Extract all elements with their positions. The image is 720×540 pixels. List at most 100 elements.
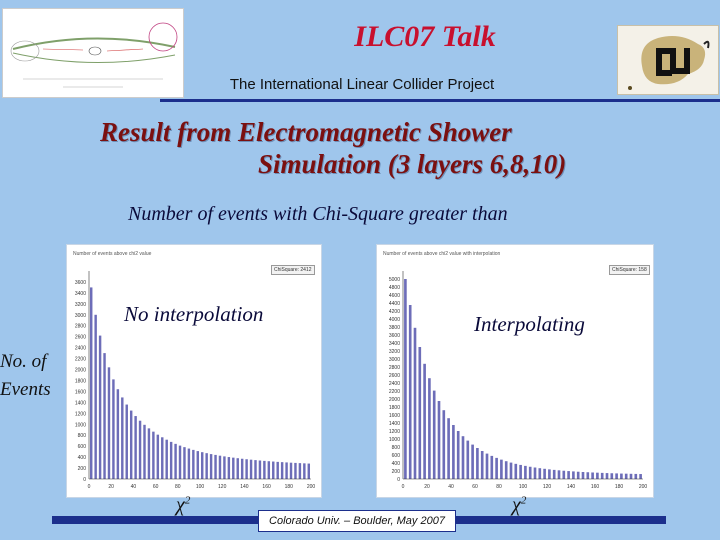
y-tick-label: 4800 xyxy=(389,285,400,291)
chart-bar xyxy=(639,474,642,479)
chart-bar xyxy=(294,462,297,479)
chart-bar xyxy=(437,401,441,479)
y-tick-label: 2800 xyxy=(75,324,86,330)
y-tick-label: 2600 xyxy=(389,373,400,379)
chart-panel-no-interpolation: Number of events above chi2 value ChiSqu… xyxy=(66,244,322,498)
chart-bar xyxy=(272,461,275,479)
chart-bar xyxy=(524,465,527,479)
histogram-no-interpolation: 0 20 40 60 80 100 120 140 160 180 2000200400600800… xyxy=(75,271,316,490)
heading-line-2: Simulation (3 layers 6,8,10) xyxy=(258,149,567,180)
y-tick-label: 4000 xyxy=(389,317,400,323)
chart-bar xyxy=(605,473,609,479)
chart-bar xyxy=(187,448,191,479)
chart-bar xyxy=(500,459,503,479)
chart-stat-box: ChiSquare: 158 xyxy=(609,265,650,275)
chart-bar xyxy=(214,454,217,479)
chart-bar xyxy=(129,410,133,479)
chart-bar xyxy=(581,472,585,479)
y-tick-label: 3000 xyxy=(75,313,86,319)
chart-bar xyxy=(121,397,124,479)
chart-bar xyxy=(267,461,271,479)
chart-bar xyxy=(461,436,465,479)
chart-bar xyxy=(432,390,436,479)
y-tick-label: 3400 xyxy=(75,291,86,297)
x-tick-label: 160 xyxy=(262,484,271,490)
chart-bar xyxy=(562,470,566,479)
y-tick-label: 4600 xyxy=(389,293,400,299)
heading-line-1: Result from Electromagnetic Shower xyxy=(100,117,512,147)
y-tick-label: 600 xyxy=(392,453,401,459)
chi-symbol: χ xyxy=(512,494,521,516)
chart-bar xyxy=(94,314,97,479)
x-tick-label: 0 xyxy=(88,484,91,490)
y-axis-label-line-1: No. of xyxy=(0,351,47,372)
chart-bar xyxy=(169,441,173,479)
x-tick-label: 20 xyxy=(108,484,114,490)
chart-bar xyxy=(452,425,455,479)
chart-bar xyxy=(471,444,474,479)
x-tick-label: 80 xyxy=(175,484,181,490)
chart-bar xyxy=(586,472,590,479)
x-tick-label: 60 xyxy=(153,484,159,490)
x-tick-label: 100 xyxy=(196,484,205,490)
x-tick-label: 180 xyxy=(615,484,624,490)
chart-bar xyxy=(89,287,93,479)
chart-bar xyxy=(423,363,426,479)
chart-bar xyxy=(236,458,239,479)
x-tick-label: 40 xyxy=(131,484,137,490)
x-tick-label: 140 xyxy=(240,484,249,490)
chart-bar xyxy=(572,471,575,479)
y-tick-label: 800 xyxy=(78,433,87,439)
y-tick-label: 3600 xyxy=(75,280,86,286)
chart-bar xyxy=(591,472,594,479)
slide-heading: Result from Electromagnetic Shower Simul… xyxy=(100,116,660,181)
x-tick-label: 140 xyxy=(567,484,576,490)
chart-bar xyxy=(147,428,151,479)
chart-bar xyxy=(276,461,279,479)
y-tick-label: 2400 xyxy=(75,346,86,352)
chart-bar xyxy=(490,455,494,479)
chart-bar xyxy=(442,410,446,479)
x-axis-label-left: χ2 xyxy=(176,494,190,517)
x-tick-label: 180 xyxy=(285,484,294,490)
y-axis-label-line-2: Events xyxy=(0,378,51,400)
x-tick-label: 120 xyxy=(218,484,227,490)
y-tick-label: 2600 xyxy=(75,335,86,341)
chart-bar xyxy=(232,457,235,479)
y-tick-label: 3000 xyxy=(389,357,400,363)
chart-bar xyxy=(285,462,288,479)
y-tick-label: 3200 xyxy=(75,302,86,308)
talk-subtitle: The International Linear Collider Projec… xyxy=(229,76,495,93)
chart-bar xyxy=(495,457,498,479)
y-tick-label: 2200 xyxy=(389,389,400,395)
x-tick-label: 160 xyxy=(591,484,600,490)
chart-bar xyxy=(196,451,200,479)
chart-bar xyxy=(307,463,311,479)
chart-bar xyxy=(509,462,513,479)
y-tick-label: 3800 xyxy=(389,325,400,331)
chart-bar xyxy=(596,472,599,479)
x-tick-label: 200 xyxy=(639,484,648,490)
chart-panel-interpolating: Number of events above chi2 value with i… xyxy=(376,244,654,498)
chart-bar xyxy=(116,389,120,479)
x-axis-label-right: χ2 xyxy=(512,494,526,517)
chart-bar xyxy=(152,431,155,479)
chart-bar xyxy=(514,463,518,479)
x-tick-label: 200 xyxy=(307,484,316,490)
y-tick-label: 0 xyxy=(397,477,400,483)
chart-bar xyxy=(143,424,146,479)
y-tick-label: 2800 xyxy=(389,365,400,371)
x-tick-label: 40 xyxy=(448,484,454,490)
x-tick-label: 60 xyxy=(472,484,478,490)
histogram-interpolating: 0 20 40 60 80 100 120 140 160 180 2000200400600800… xyxy=(389,271,648,490)
chart-bar xyxy=(165,439,168,479)
annotation-interpolating: Interpolating xyxy=(474,312,585,336)
chart-bar xyxy=(218,455,222,479)
y-tick-label: 4200 xyxy=(389,309,400,315)
chart-bar xyxy=(413,327,417,479)
y-tick-label: 200 xyxy=(78,466,87,472)
chart-bar xyxy=(538,468,542,479)
chart-bar xyxy=(567,471,570,479)
y-tick-label: 400 xyxy=(392,461,401,467)
chart-bar xyxy=(156,434,160,479)
